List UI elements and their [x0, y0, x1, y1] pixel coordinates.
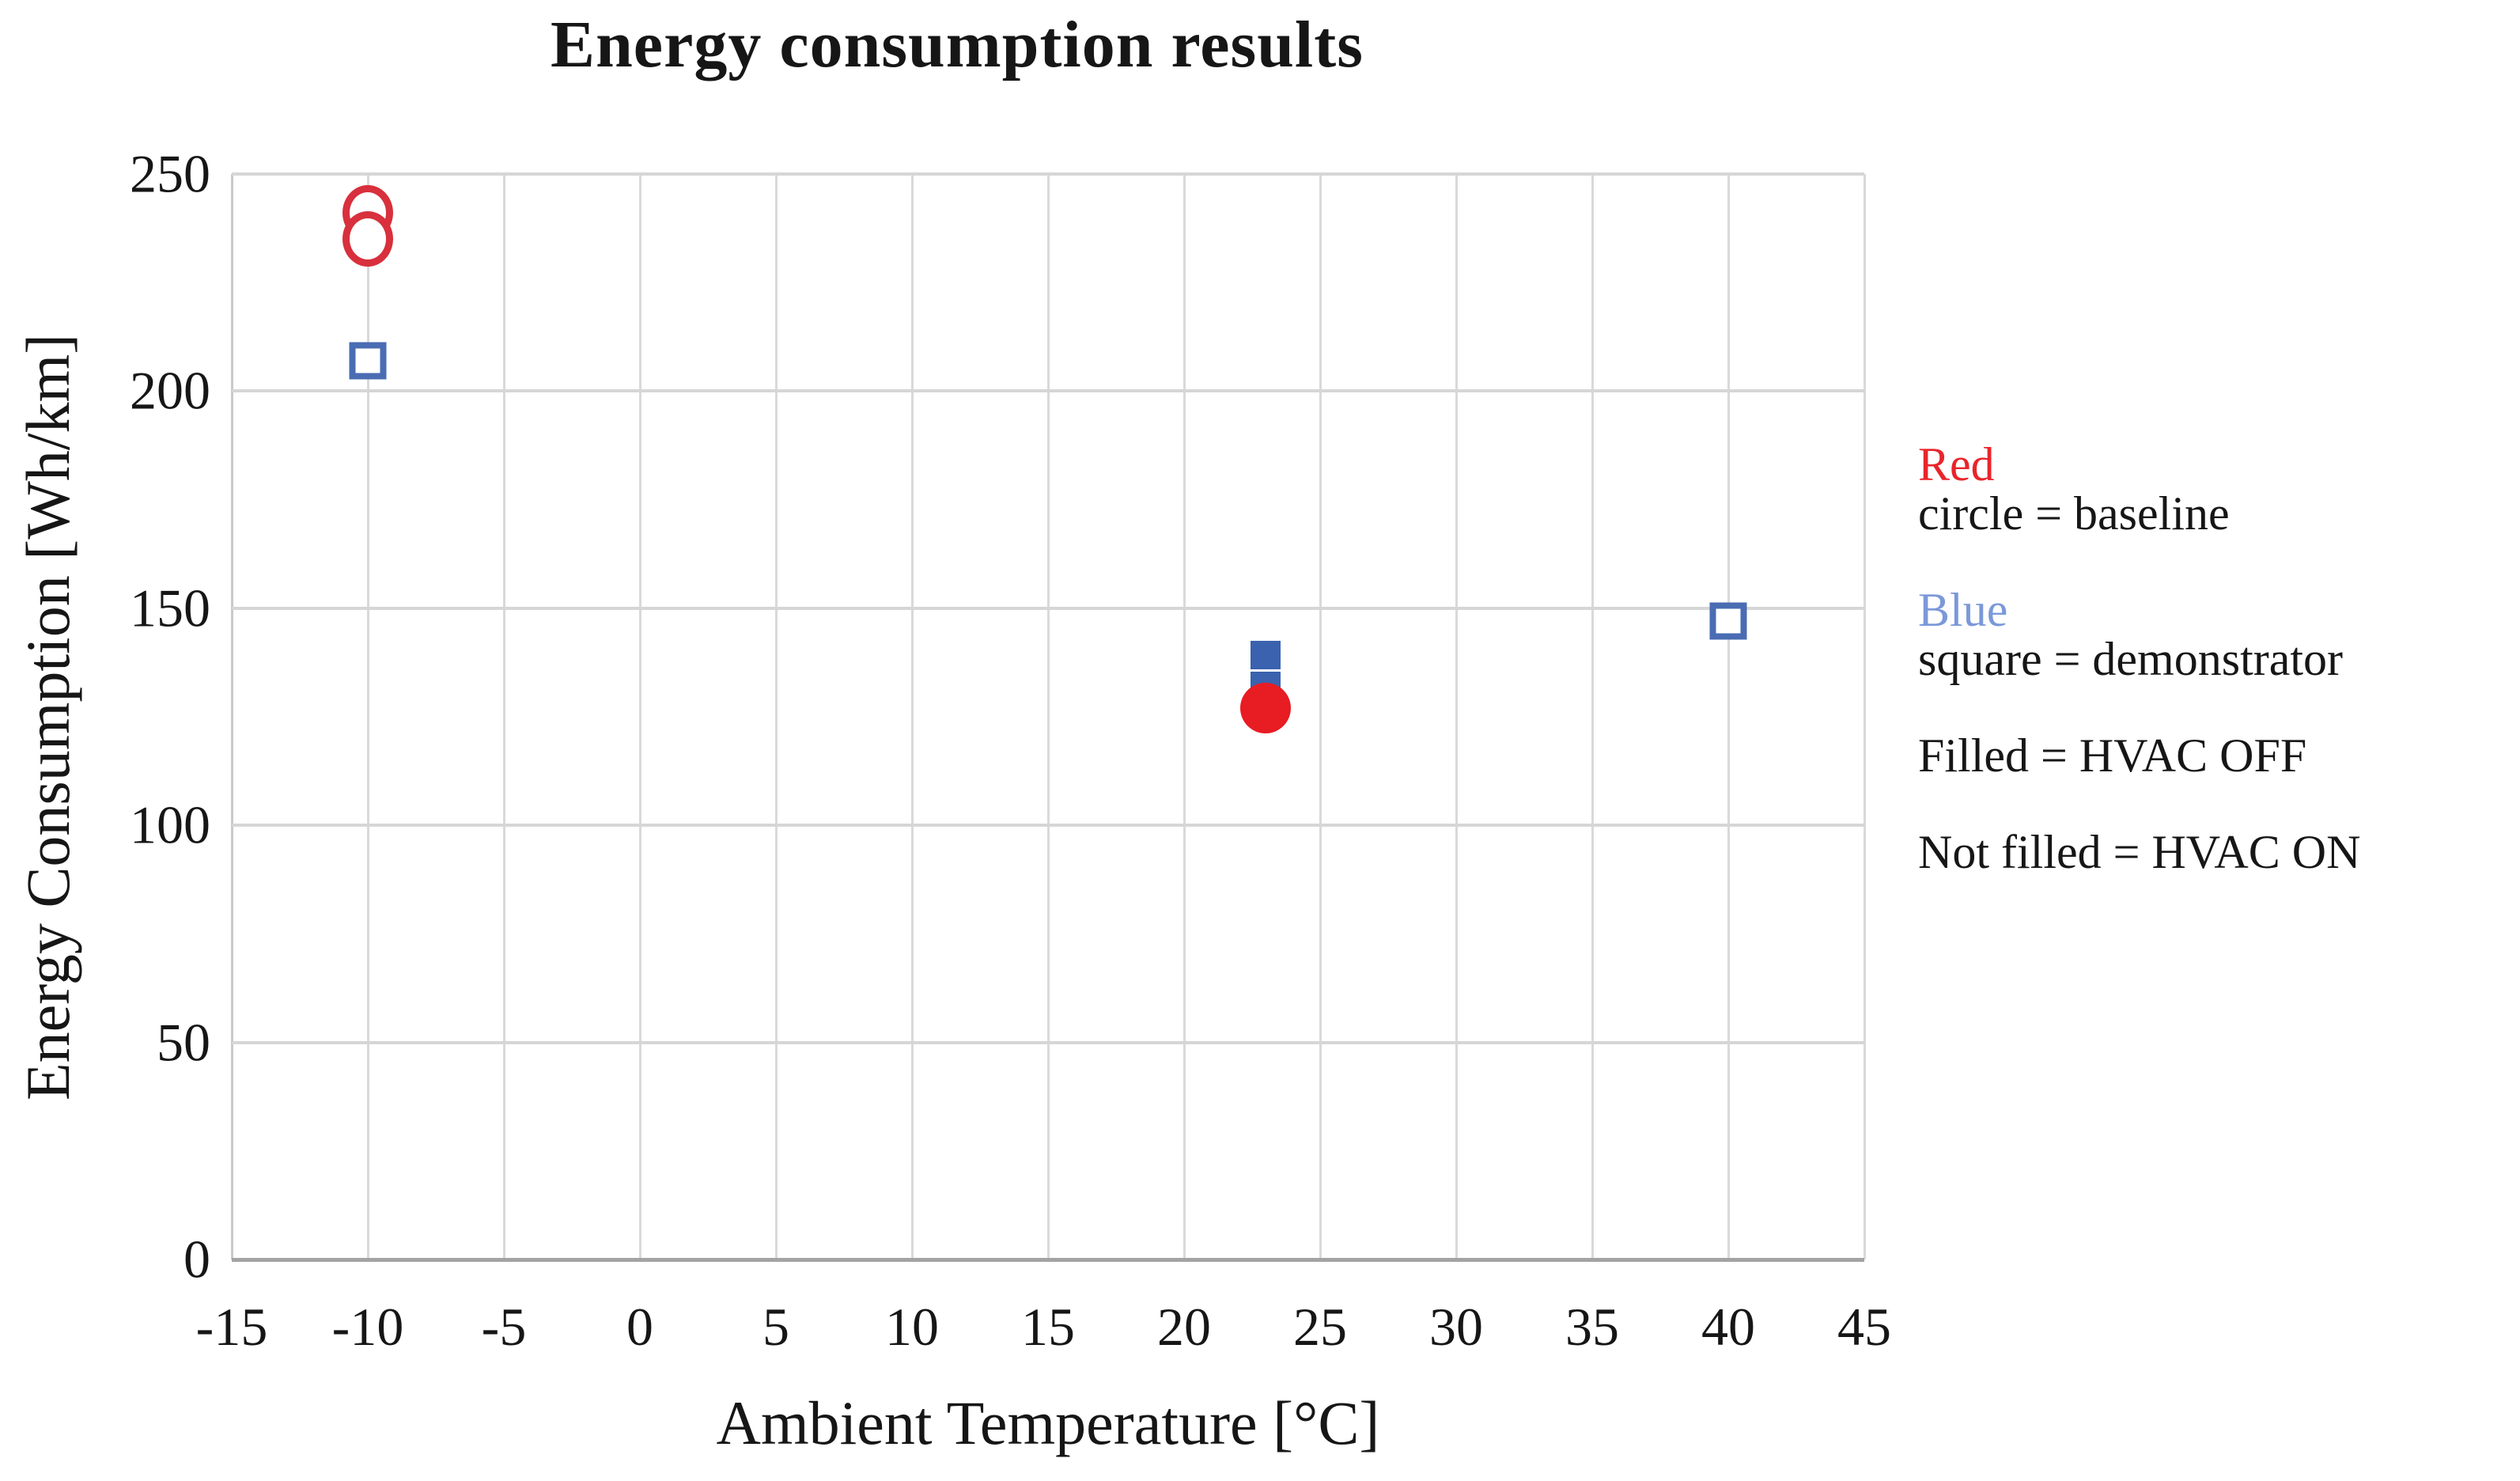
y-tick-label: 50	[157, 1012, 210, 1073]
x-tick-label: 35	[1565, 1297, 1619, 1357]
gridline-horizontal	[232, 172, 1864, 176]
gridline-vertical	[638, 174, 641, 1259]
gridline-vertical	[1727, 174, 1730, 1259]
legend-item: Red circle = baseline	[1918, 440, 2519, 538]
data-point-square-open	[1709, 602, 1747, 640]
y-axis-tick-labels: 0 50 100 150 200 250	[0, 144, 210, 1290]
x-tick-label: 30	[1429, 1297, 1483, 1357]
x-tick-label: 25	[1293, 1297, 1347, 1357]
gridline-vertical	[1591, 174, 1594, 1259]
data-point-square-open	[349, 342, 387, 380]
y-tick-label: 100	[130, 794, 210, 855]
legend-item: Filled = HVAC OFF	[1918, 729, 2307, 782]
legend-color-word: Blue	[1918, 584, 2008, 636]
chart-title: Energy consumption results	[551, 8, 1364, 81]
gridline-horizontal	[232, 824, 1864, 828]
plot-area	[230, 172, 1866, 1262]
x-tick-label: 5	[762, 1297, 789, 1357]
x-tick-label: 45	[1837, 1297, 1891, 1357]
y-tick-label: 200	[130, 360, 210, 421]
gridline-horizontal	[232, 389, 1864, 393]
gridline-vertical	[1863, 174, 1866, 1259]
gridline-horizontal	[232, 606, 1864, 610]
x-tick-label: -15	[195, 1297, 268, 1357]
gridline-vertical	[230, 174, 233, 1259]
y-tick-label: 250	[130, 143, 210, 204]
x-tick-label: 40	[1701, 1297, 1755, 1357]
x-tick-label: 0	[626, 1297, 653, 1357]
gridline-vertical	[366, 174, 369, 1259]
y-tick-label: 150	[130, 578, 210, 638]
gridline-vertical	[774, 174, 778, 1259]
gridline-vertical	[1182, 174, 1186, 1259]
data-point-circle-filled	[1240, 683, 1292, 734]
legend: Red circle = baseline Blue square = demon…	[1918, 440, 2519, 924]
y-tick-label: 0	[184, 1229, 210, 1290]
x-tick-label: -10	[331, 1297, 404, 1357]
legend-item: Not filled = HVAC ON	[1918, 826, 2361, 878]
data-point-square-filled	[1248, 638, 1284, 674]
gridline-vertical	[1046, 174, 1050, 1259]
gridline-horizontal	[232, 1258, 1864, 1262]
x-tick-label: 15	[1021, 1297, 1075, 1357]
gridline-horizontal	[232, 1040, 1864, 1044]
x-tick-label: 20	[1157, 1297, 1211, 1357]
legend-color-word: Red	[1918, 438, 1995, 491]
legend-item: Blue square = demonstrator	[1918, 585, 2519, 684]
x-tick-label: -5	[481, 1297, 527, 1357]
gridline-vertical	[1455, 174, 1458, 1259]
gridline-vertical	[1319, 174, 1322, 1259]
gridline-vertical	[910, 174, 914, 1259]
x-tick-label: 10	[885, 1297, 939, 1357]
x-axis-tick-labels: -15 -10 -5 0 5 10 15 20 25 30 35 40 45	[196, 1266, 1891, 1361]
data-point-circle-open	[342, 211, 393, 267]
gridline-vertical	[502, 174, 505, 1259]
x-axis-title: Ambient Temperature [°C]	[716, 1388, 1380, 1457]
